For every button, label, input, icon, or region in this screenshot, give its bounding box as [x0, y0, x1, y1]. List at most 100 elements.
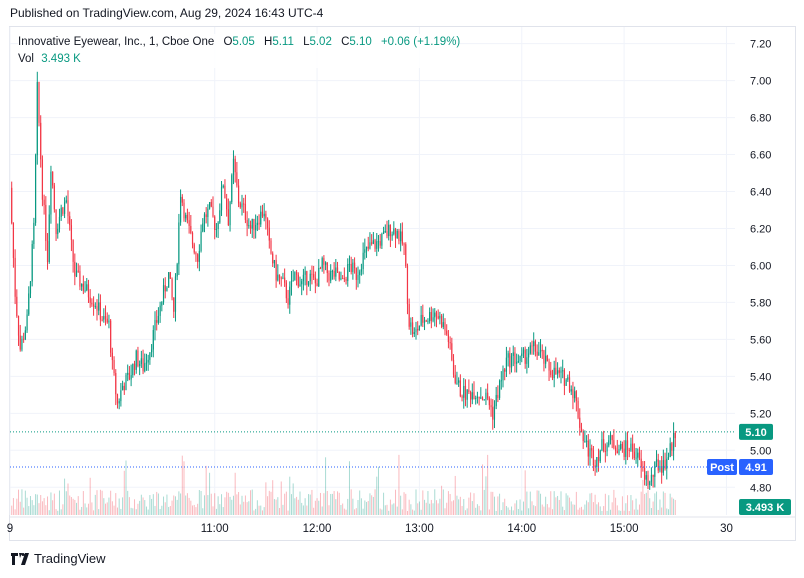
candle-body	[169, 272, 171, 279]
candle-body	[11, 187, 13, 224]
footer-brand[interactable]: TradingView	[10, 551, 106, 566]
volume-bar	[152, 494, 154, 515]
volume-bar	[381, 509, 383, 515]
volume-bar	[330, 493, 332, 515]
volume-bar	[337, 491, 339, 515]
volume-bar	[580, 506, 582, 515]
candle-body	[229, 202, 231, 226]
candle-body	[381, 233, 383, 246]
candle-body	[145, 362, 148, 364]
candle-body	[562, 370, 564, 372]
volume-bar	[466, 508, 468, 515]
volume-bar	[96, 490, 98, 515]
volume-bar	[52, 500, 54, 515]
candle-body	[253, 218, 255, 231]
volume-bar	[502, 502, 504, 515]
candle-body	[461, 396, 463, 398]
symbol-title[interactable]: Innovative Eyewear, Inc., 1, Cboe One	[18, 36, 215, 48]
candle-body	[323, 258, 325, 265]
candle-body	[157, 315, 160, 323]
volume-bar	[642, 479, 644, 515]
post-label-badge: Post	[710, 462, 734, 474]
candle-body	[164, 285, 166, 292]
volume-bar	[24, 490, 26, 515]
volume-bar	[645, 492, 647, 515]
candle-body	[449, 341, 451, 344]
candle-body	[487, 392, 489, 399]
volume-bar	[388, 510, 390, 515]
volume-bar	[422, 490, 424, 515]
candle-body	[289, 286, 291, 305]
volume-bar	[248, 501, 250, 515]
candle-body	[650, 474, 653, 482]
candle-body	[28, 293, 30, 315]
candle-body	[519, 355, 521, 361]
candle-body	[585, 440, 588, 442]
volume-bar	[40, 494, 42, 515]
volume-bar	[180, 493, 182, 515]
volume-bar	[424, 499, 426, 515]
candle-body	[652, 474, 654, 477]
volume-bar	[635, 498, 637, 515]
candle-body	[357, 274, 359, 280]
volume-bar	[499, 493, 501, 515]
brand-text: TradingView	[34, 551, 106, 566]
candle-body	[669, 443, 671, 458]
candle-body	[152, 330, 154, 350]
volume-bar	[268, 490, 270, 515]
close-value: 5.10	[349, 36, 372, 48]
published-header: Published on TradingView.com, Aug 29, 20…	[10, 6, 324, 20]
candle-body	[237, 185, 240, 204]
volume-bar	[55, 509, 57, 515]
legend-ohlc-row: Innovative Eyewear, Inc., 1, Cboe One O5…	[18, 34, 460, 51]
volume-bar	[528, 508, 530, 515]
candle-body	[87, 284, 90, 298]
candle-body	[643, 467, 646, 480]
volume-bar	[294, 498, 296, 515]
candle-body	[21, 338, 23, 350]
candle-body	[226, 198, 228, 210]
volume-bar	[586, 500, 588, 515]
candle-body	[560, 370, 562, 373]
candle-body	[203, 214, 206, 224]
candle-body	[231, 175, 233, 203]
volume-bar	[321, 506, 323, 515]
candle-body	[550, 370, 552, 375]
volume-bar	[260, 505, 262, 515]
volume-bar	[253, 510, 255, 515]
volume-bar	[625, 503, 627, 515]
volume-bar	[116, 507, 118, 515]
volume-bar	[210, 493, 212, 515]
candle-body	[86, 284, 88, 291]
volume-bar	[490, 491, 492, 515]
candle-body	[284, 277, 286, 283]
candle-body	[46, 240, 49, 262]
volume-bar	[458, 499, 460, 515]
volume-bar	[400, 495, 402, 515]
candle-body	[133, 363, 136, 370]
volume-bar	[531, 501, 533, 515]
volume-bar	[662, 491, 664, 515]
vol-label[interactable]: Vol	[18, 53, 34, 65]
volume-bar	[492, 491, 494, 515]
volume-bar	[495, 510, 497, 515]
candle-body	[132, 363, 134, 376]
volume-bar	[156, 491, 158, 515]
candle-body	[439, 315, 441, 319]
candle-body	[147, 359, 149, 363]
candle-body	[318, 267, 320, 287]
candle-body	[191, 232, 194, 245]
candle-body	[345, 278, 347, 282]
candle-body	[405, 244, 407, 267]
volume-bar	[60, 509, 62, 515]
post-price-badge-bg	[739, 458, 773, 475]
candle-body	[451, 343, 453, 360]
volume-bar	[311, 489, 313, 515]
candle-body	[369, 242, 371, 249]
candle-body	[36, 82, 38, 156]
volume-bar	[572, 504, 574, 515]
volume-bar	[79, 509, 81, 515]
volume-bar	[174, 496, 176, 515]
tradingview-logo-icon	[11, 552, 29, 565]
